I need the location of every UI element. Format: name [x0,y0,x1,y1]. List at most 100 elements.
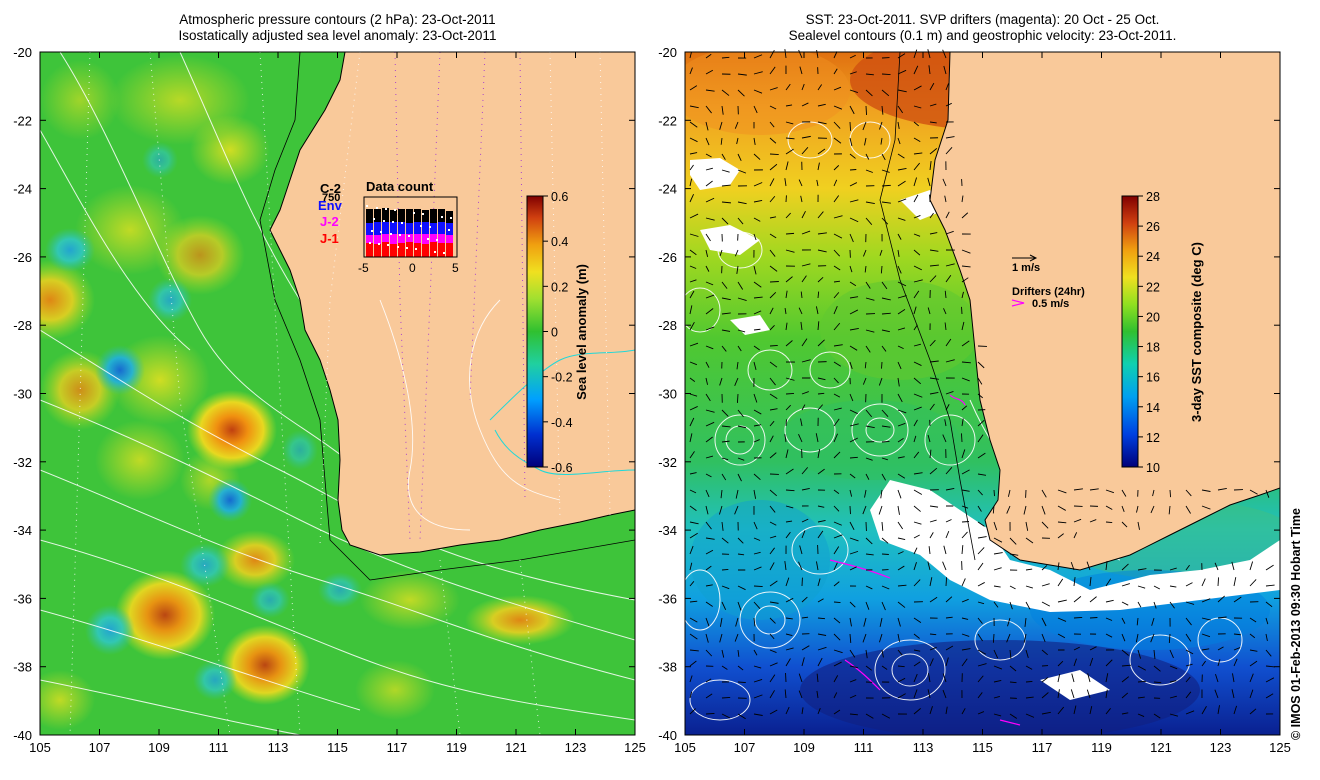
sst-cb-tick-label: 14 [1146,401,1160,415]
data-count-speck [394,209,396,211]
data-count-bar [406,234,413,242]
left-title-line1: Atmospheric pressure contours (2 hPa): 2… [179,12,496,27]
data-count-bar [374,244,381,257]
sst-cb-tick-label: 16 [1146,371,1160,385]
left-x-tick-label: 123 [565,740,587,755]
data-count-tick-mid: 0 [409,261,416,275]
data-count-bar [446,211,453,223]
right-x-tick-label: 121 [1150,740,1172,755]
right-y-tick-label: -28 [658,318,677,333]
data-count-speck [376,207,378,209]
left-x-tick-label: 121 [505,740,527,755]
data-count-bar [366,243,373,257]
left-title-line2: Isostatically adjusted sea level anomaly… [178,28,497,43]
data-count-bar [406,223,413,234]
data-count-bar [374,209,381,222]
data-count-bar [390,234,397,244]
velocity-legend: 1 m/s Drifters (24hr) 0.5 m/s [1011,254,1085,310]
sst-colorbar-ticks: 28 26 24 22 20 18 16 14 12 10 [1138,190,1160,475]
data-count-bar [438,234,445,243]
data-count-speck [420,225,422,227]
sst-cb-tick-label: 28 [1146,190,1160,204]
right-y-tick-label: -24 [658,182,677,197]
right-y-tick-label: -30 [658,387,677,402]
sst-cb-tick-label: 22 [1146,280,1160,294]
data-count-bar [406,242,413,257]
data-count-bar [366,223,373,235]
data-count-bar [422,210,429,222]
data-count-bar [438,209,445,222]
data-count-bar [366,209,373,223]
data-count-bar [438,222,445,234]
right-x-tick-label: 117 [1032,740,1053,755]
data-count-bar [374,222,381,235]
velocity-legend-label: 1 m/s [1012,262,1040,274]
data-count-speck [366,205,368,207]
data-count-speck [399,234,401,236]
left-y-tick-label: -26 [13,250,32,265]
left-y-tick-label: -24 [13,182,32,197]
sst-cb-tick-label: 18 [1146,341,1160,355]
data-count-speck [406,247,408,249]
left-x-tick-label: 125 [624,740,646,755]
mission-j1-label: J-1 [320,231,339,246]
left-title: Atmospheric pressure contours (2 hPa): 2… [40,12,635,44]
data-count-bar [430,242,437,257]
data-count-bar [382,208,389,222]
right-x-tick-label: 105 [674,740,696,755]
mission-env-label: Env [318,198,343,213]
data-count-tick-left: -5 [358,261,369,275]
data-count-bar [414,243,421,257]
data-count-title: Data count [366,179,434,194]
left-x-tick-label: 113 [268,740,289,755]
data-count-speck [387,244,389,246]
left-y-tick-label: -30 [13,387,32,402]
sla-cb-tick-label: -0.6 [551,461,573,475]
data-count-bar [398,243,405,257]
data-count-bar [430,223,437,234]
data-count-bar [382,234,389,242]
right-title-line1: SST: 23-Oct-2011. SVP drifters (magenta)… [805,12,1160,27]
left-y-tick-label: -32 [13,455,32,470]
sst-colorbar-label: 3-day SST composite (deg C) [1189,242,1204,422]
data-count-bar [422,222,429,234]
data-count-speck [450,217,452,219]
sla-cb-tick-label: 0.2 [551,280,568,294]
data-count-speck [415,248,417,250]
right-x-tick-label: 123 [1210,740,1232,755]
data-count-speck [380,231,382,233]
sla-cb-tick-label: 0 [551,326,558,340]
data-count-speck [378,243,380,245]
data-count-bar [382,242,389,257]
left-x-tick-label: 109 [148,740,170,755]
data-count-bar [390,222,397,234]
sla-cb-tick-label: 0.4 [551,235,568,249]
data-count-bar [438,243,445,257]
left-y-tick-label: -38 [13,660,32,675]
data-count-speck [427,238,429,240]
right-x-tick-label: 107 [734,740,756,755]
sst-cb-tick-label: 10 [1146,461,1160,475]
data-count-bar [430,209,437,223]
right-x-tick-label: 115 [972,740,993,755]
data-count-bar [422,244,429,257]
left-x-tick-label: 115 [327,740,348,755]
left-y-tick-label: -40 [13,728,32,743]
data-count-number: 750 [322,192,340,204]
sla-cb-tick-label: -0.2 [551,371,573,385]
right-x-tick-label: 125 [1269,740,1291,755]
right-x-tick-label: 109 [793,740,815,755]
sst-cb-tick-label: 26 [1146,220,1160,234]
data-count-bar [374,235,381,244]
left-y-tick-label: -20 [13,45,32,60]
sst-cb-tick-label: 20 [1146,310,1160,324]
data-count-bar [406,209,413,223]
sla-cb-tick-label: -0.4 [551,416,573,430]
right-y-tick-label: -40 [658,728,677,743]
right-y-tick-label: -34 [658,523,677,538]
data-count-bar [390,244,397,257]
left-y-tick-label: -34 [13,523,32,538]
data-count-bar [398,234,405,243]
data-count-speck [383,220,385,222]
